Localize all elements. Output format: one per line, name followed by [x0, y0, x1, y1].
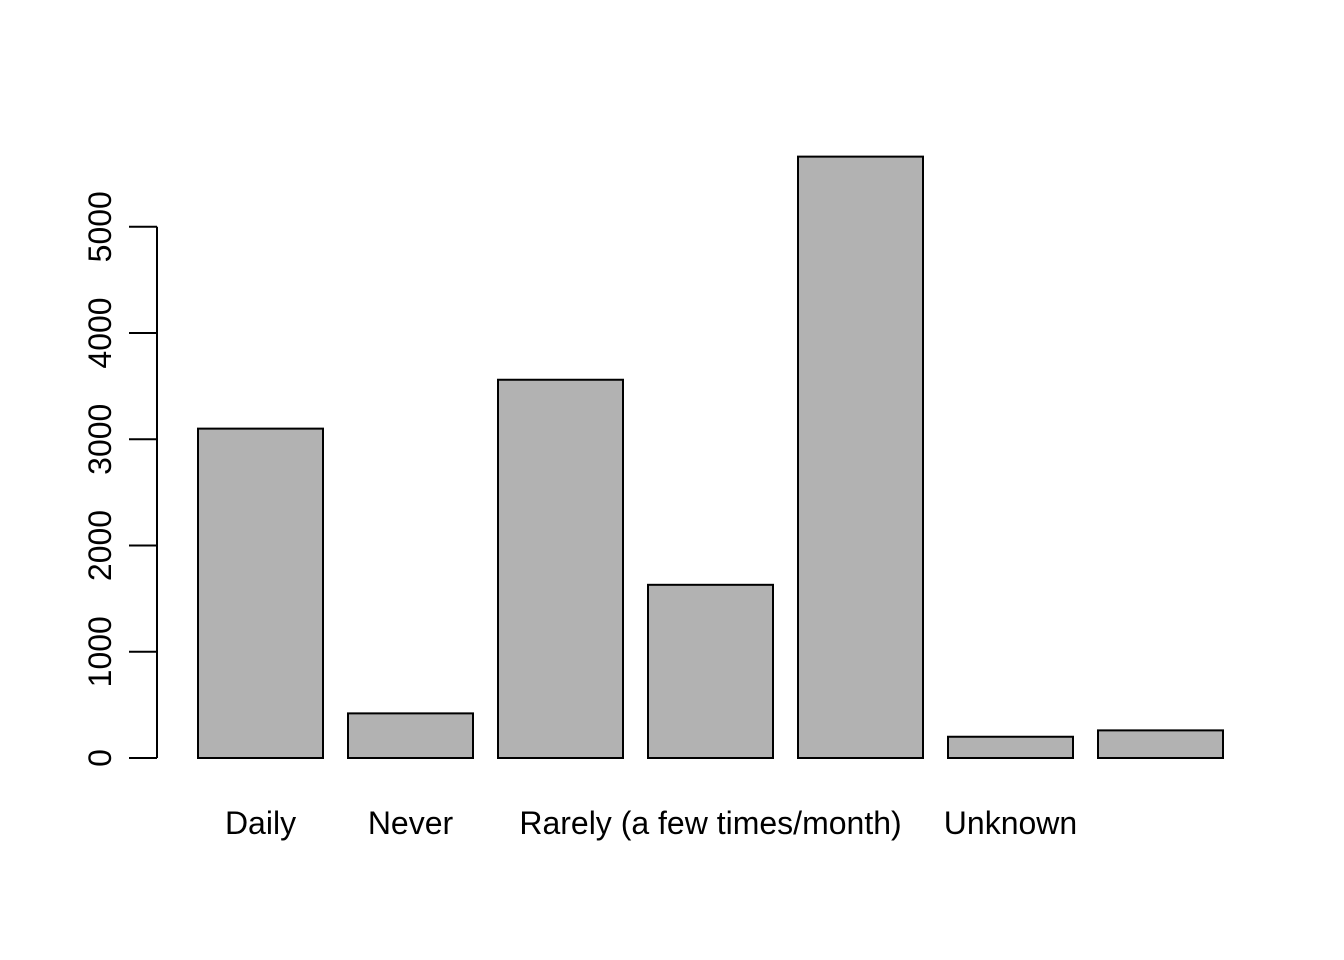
y-tick-label-5000: 5000: [82, 191, 118, 262]
x-axis-labels: Daily Never Rarely (a few times/month) Unkn…: [225, 805, 1077, 841]
bar-5: [797, 155, 924, 759]
bar-2: [347, 712, 474, 759]
bar-4: [647, 583, 774, 759]
bars-group: [197, 155, 1224, 759]
y-tick-label-1000: 1000: [82, 616, 118, 687]
bar-6: [947, 735, 1074, 759]
x-category-label-4: Rarely (a few times/month): [519, 805, 901, 841]
y-tick-label-3000: 3000: [82, 404, 118, 475]
y-axis: 0 1000 2000 3000 4000 5000: [82, 191, 158, 767]
x-category-label-2: Never: [368, 805, 454, 841]
bar-1: [197, 427, 324, 759]
y-tick-label-2000: 2000: [82, 510, 118, 581]
x-category-label-6: Unknown: [944, 805, 1077, 841]
x-category-label-1: Daily: [225, 805, 296, 841]
y-tick-label-4000: 4000: [82, 297, 118, 368]
bar-3: [497, 378, 624, 759]
y-tick-label-0: 0: [82, 749, 118, 767]
bar-7: [1097, 729, 1224, 759]
